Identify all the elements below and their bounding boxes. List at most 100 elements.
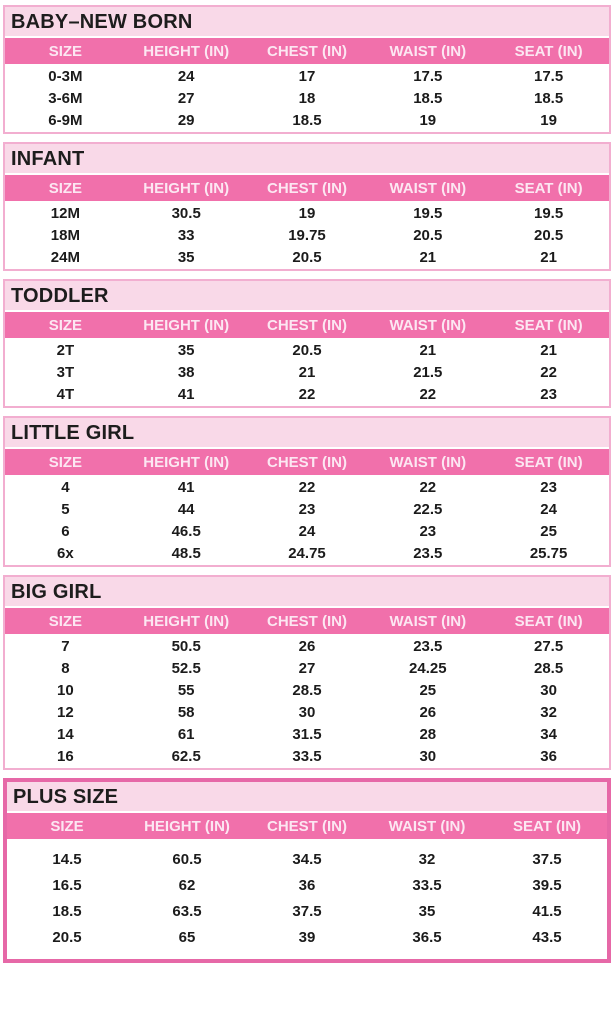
table-row: 16 62.5 33.5 30 36 — [5, 746, 609, 768]
table-cell: 30 — [488, 680, 609, 702]
table-cell: 63.5 — [127, 899, 247, 925]
table-row: 4 41 22 22 23 — [5, 476, 609, 499]
size-table-section: BIG GIRL SIZE HEIGHT (IN) CHEST (IN) WAIST … — [3, 575, 611, 770]
size-table-section: INFANT SIZE HEIGHT (IN) CHEST (IN) WAIST (I… — [3, 142, 611, 271]
table-cell: 4T — [5, 384, 126, 406]
table-row: 7 50.5 26 23.5 27.5 — [5, 635, 609, 658]
table-row: 24M 35 20.5 21 21 — [5, 247, 609, 269]
table-cell: 23 — [488, 476, 609, 499]
table-cell: 65 — [127, 925, 247, 951]
table-cell: 25 — [367, 680, 489, 702]
table-cell: 62.5 — [125, 746, 247, 768]
column-header: HEIGHT (IN) — [125, 608, 247, 636]
column-header: SEAT (IN) — [488, 312, 609, 340]
column-header: WAIST (IN) — [367, 38, 489, 66]
table-cell: 20.5 — [7, 925, 127, 951]
table-cell: 36 — [488, 746, 609, 768]
table-cell: 18 — [246, 88, 368, 110]
column-header: SIZE — [5, 608, 126, 636]
table-row: 16.5 62 36 33.5 39.5 — [7, 873, 607, 899]
section-title: TODDLER — [5, 281, 609, 312]
table-cell: 43.5 — [487, 925, 607, 951]
table-cell: 35 — [125, 247, 247, 269]
table-cell: 19.75 — [246, 225, 368, 247]
column-header: WAIST (IN) — [367, 608, 489, 636]
size-table: SIZE HEIGHT (IN) CHEST (IN) WAIST (IN) SEAT … — [5, 312, 609, 406]
table-cell: 16 — [5, 746, 126, 768]
table-cell: 28.5 — [246, 680, 368, 702]
table-cell: 25.75 — [488, 543, 609, 565]
table-row: 2T 35 20.5 21 21 — [5, 339, 609, 362]
column-header: WAIST (IN) — [367, 175, 489, 203]
table-cell: 25 — [488, 521, 609, 543]
table-cell: 21 — [488, 247, 609, 269]
table-cell: 30.5 — [125, 202, 247, 225]
table-row: 6-9M 29 18.5 19 19 — [5, 110, 609, 132]
section-title: PLUS SIZE — [7, 782, 607, 813]
table-cell: 17.5 — [488, 65, 609, 88]
section-title: BABY–NEW BORN — [5, 7, 609, 38]
table-row: 14.5 60.5 34.5 32 37.5 — [7, 840, 607, 873]
table-cell: 22.5 — [367, 499, 489, 521]
table-cell: 6-9M — [5, 110, 126, 132]
column-header: SIZE — [5, 449, 126, 477]
table-cell: 21.5 — [367, 362, 489, 384]
table-row: 6x 48.5 24.75 23.5 25.75 — [5, 543, 609, 565]
header-row: SIZE HEIGHT (IN) CHEST (IN) WAIST (IN) SEAT … — [5, 175, 609, 203]
table-cell: 24 — [125, 65, 247, 88]
table-cell: 24 — [246, 521, 368, 543]
table-row: 12 58 30 26 32 — [5, 702, 609, 724]
table-cell: 20.5 — [246, 339, 368, 362]
column-header: SIZE — [5, 38, 126, 66]
table-cell: 23.5 — [367, 543, 489, 565]
table-cell: 23 — [488, 384, 609, 406]
size-table-section: PLUS SIZE SIZE HEIGHT (IN) CHEST (IN) WAIST… — [3, 778, 611, 963]
size-table-section: LITTLE GIRL SIZE HEIGHT (IN) CHEST (IN) WAI… — [3, 416, 611, 567]
table-cell: 37.5 — [247, 899, 367, 925]
column-header: SIZE — [5, 312, 126, 340]
table-cell: 24.25 — [367, 658, 489, 680]
column-header: HEIGHT (IN) — [125, 175, 247, 203]
header-row: SIZE HEIGHT (IN) CHEST (IN) WAIST (IN) SEAT … — [7, 813, 607, 841]
section-title: BIG GIRL — [5, 577, 609, 608]
table-cell: 48.5 — [125, 543, 247, 565]
table-cell: 38 — [125, 362, 247, 384]
table-cell: 3-6M — [5, 88, 126, 110]
table-cell: 6x — [5, 543, 126, 565]
table-cell: 17.5 — [367, 65, 489, 88]
table-cell: 19 — [246, 202, 368, 225]
table-body: 4 41 22 22 23 5 44 23 22.5 24 6 46.5 24 23 25 6x 48.5 24.… — [5, 476, 609, 565]
table-cell: 23 — [246, 499, 368, 521]
table-row: 3T 38 21 21.5 22 — [5, 362, 609, 384]
table-body: 12M 30.5 19 19.5 19.5 18M 33 19.75 20.5 20.5 24M 35… — [5, 202, 609, 269]
column-header: HEIGHT (IN) — [125, 312, 247, 340]
table-cell: 44 — [125, 499, 247, 521]
table-cell: 36 — [247, 873, 367, 899]
table-row: 3-6M 27 18 18.5 18.5 — [5, 88, 609, 110]
table-cell: 35 — [125, 339, 247, 362]
table-cell: 34.5 — [247, 840, 367, 873]
table-cell: 24.75 — [246, 543, 368, 565]
table-body: 2T 35 20.5 21 21 3T 38 21 21.5 22 4T 41 22 22 23 — [5, 339, 609, 406]
column-header: SEAT (IN) — [487, 813, 607, 841]
table-cell: 27 — [125, 88, 247, 110]
table-cell: 21 — [246, 362, 368, 384]
table-cell: 58 — [125, 702, 247, 724]
table-cell: 36.5 — [367, 925, 487, 951]
header-row: SIZE HEIGHT (IN) CHEST (IN) WAIST (IN) SEAT … — [5, 38, 609, 66]
table-cell: 22 — [246, 384, 368, 406]
table-cell: 8 — [5, 658, 126, 680]
table-row: 0-3M 24 17 17.5 17.5 — [5, 65, 609, 88]
table-cell: 5 — [5, 499, 126, 521]
table-cell: 19 — [488, 110, 609, 132]
table-cell: 2T — [5, 339, 126, 362]
table-cell: 19.5 — [488, 202, 609, 225]
table-cell: 35 — [367, 899, 487, 925]
table-cell: 14.5 — [7, 840, 127, 873]
table-cell: 27.5 — [488, 635, 609, 658]
table-cell: 61 — [125, 724, 247, 746]
table-cell: 28 — [367, 724, 489, 746]
table-cell: 22 — [367, 384, 489, 406]
table-cell: 33.5 — [246, 746, 368, 768]
table-cell: 33 — [125, 225, 247, 247]
